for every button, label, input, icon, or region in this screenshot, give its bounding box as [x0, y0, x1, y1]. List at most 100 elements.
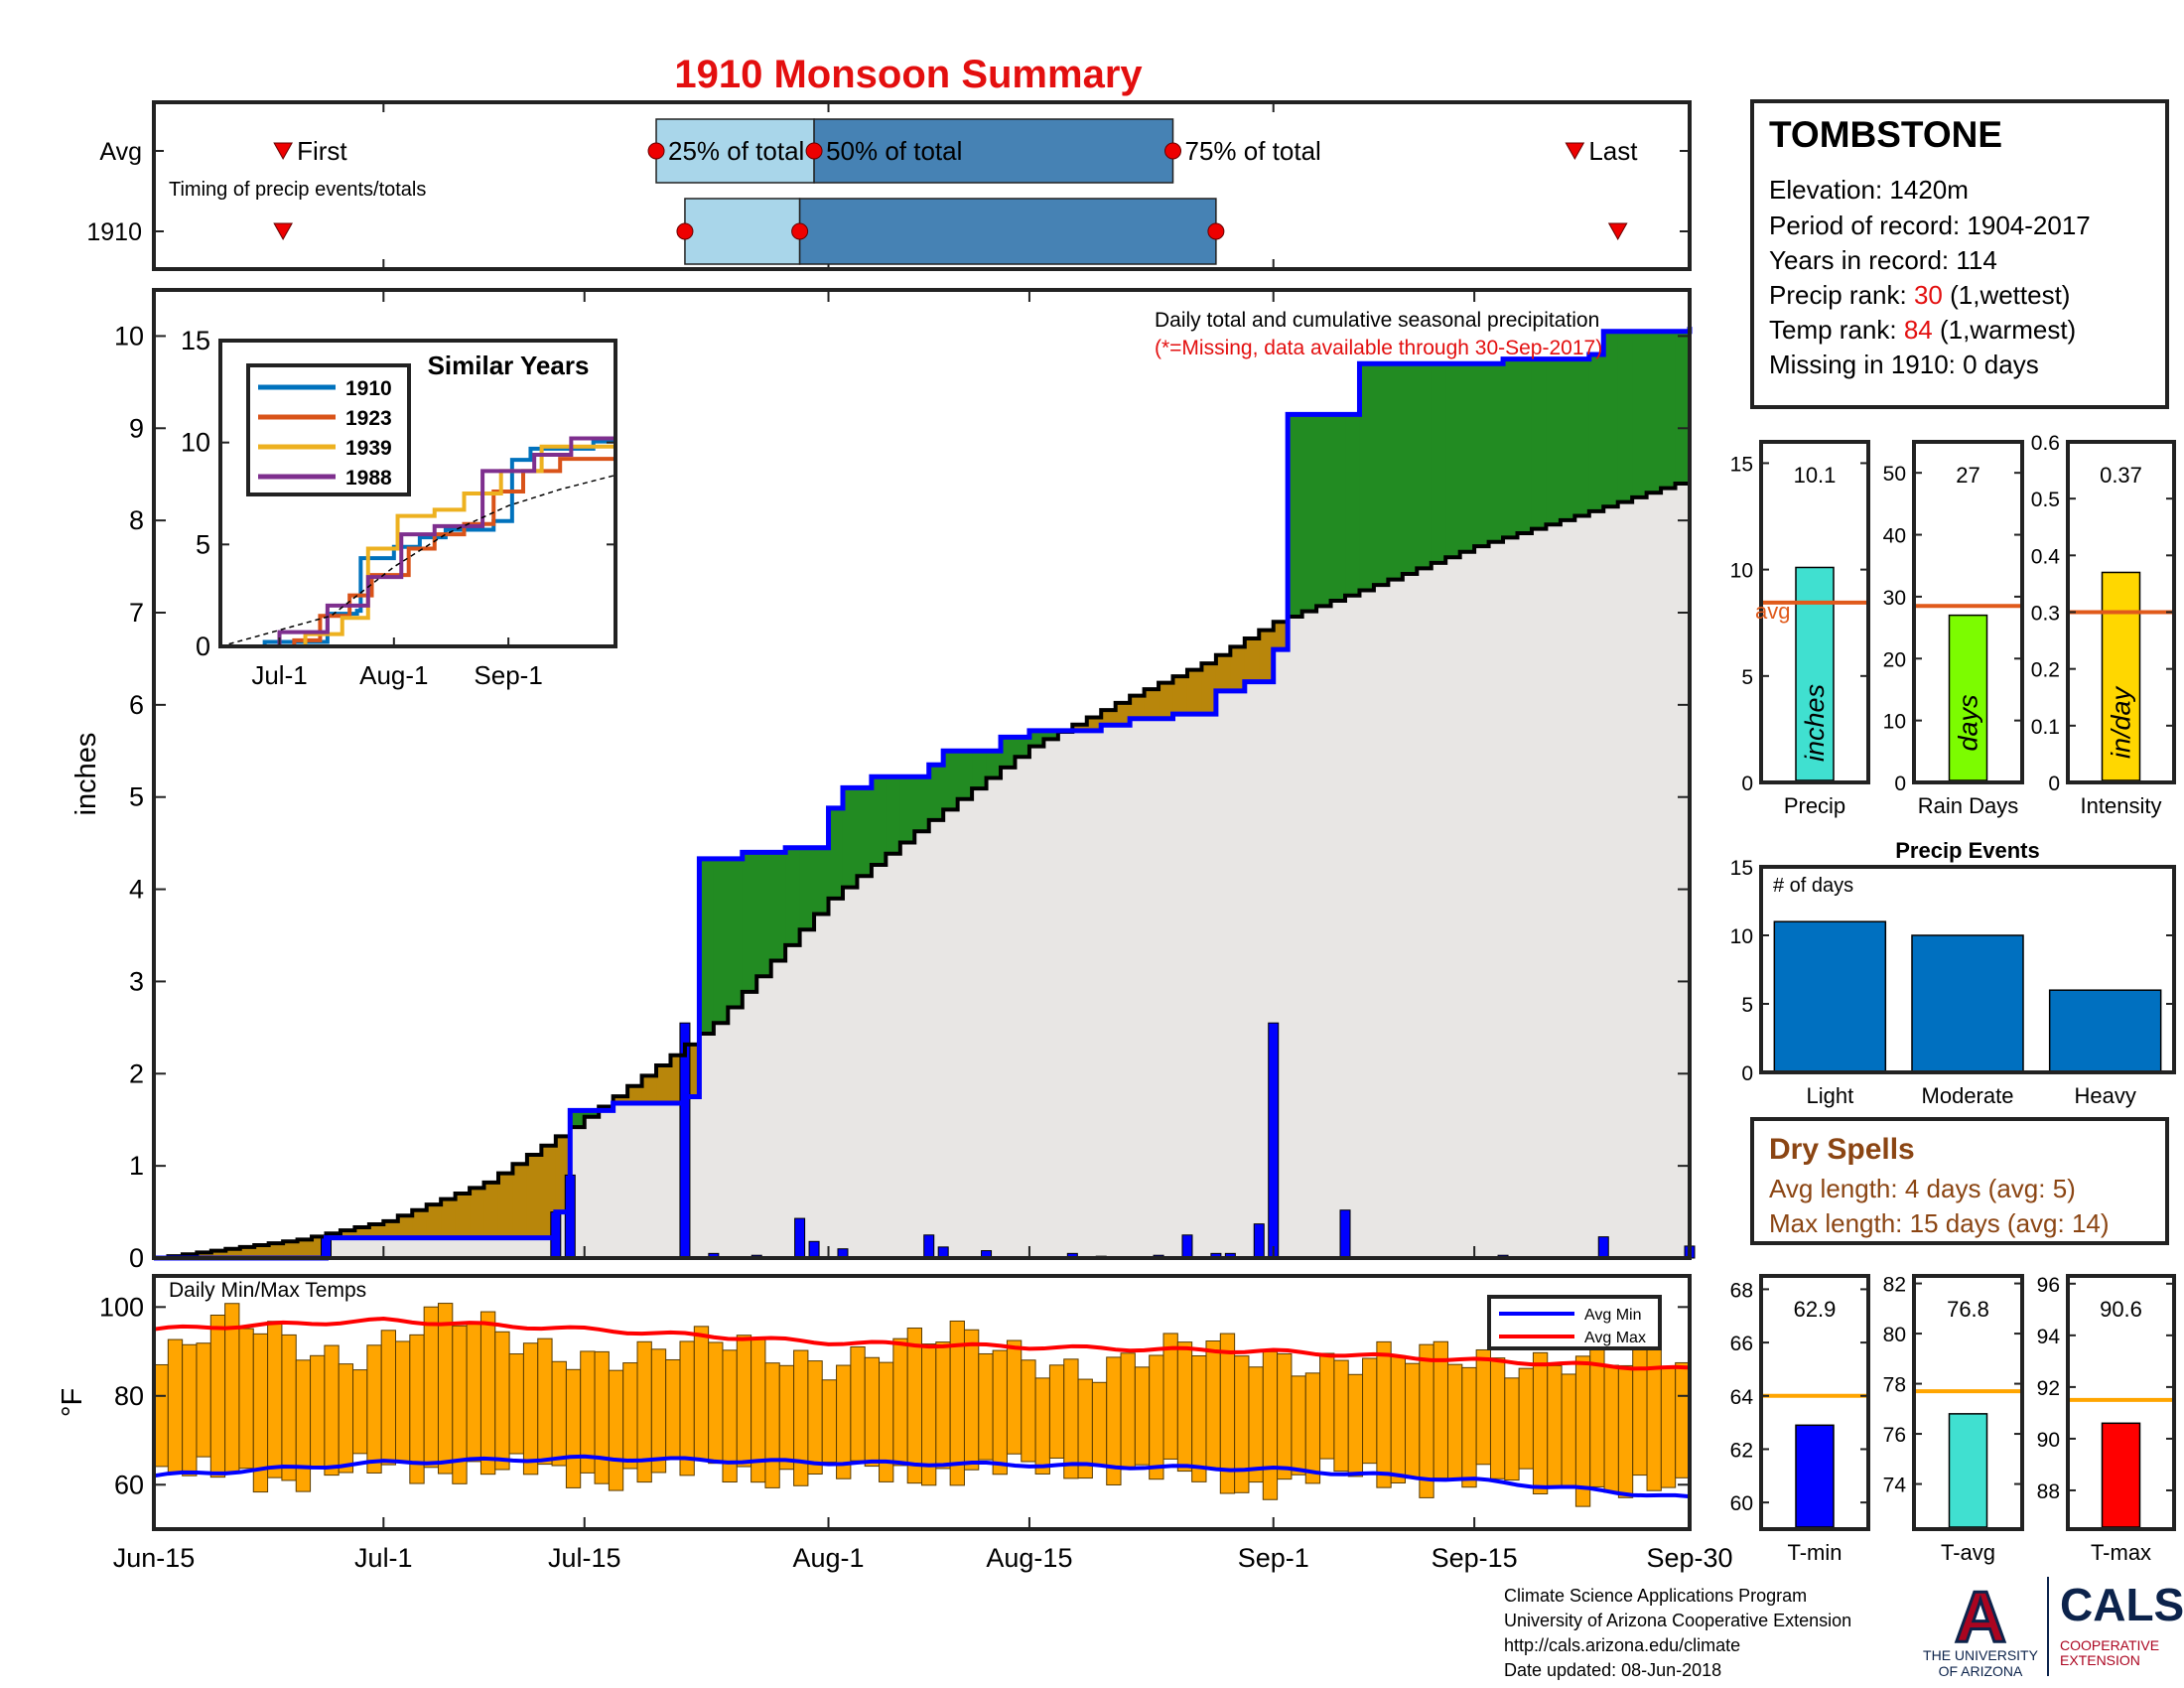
mini-ytick-label: 66 [1730, 1333, 1753, 1355]
xtick-label: Aug-15 [986, 1543, 1072, 1573]
daily-temp-bar [892, 1337, 908, 1467]
timing-panel: Avg 1910 Timing of precip events/totals Fir… [86, 100, 1692, 271]
mini-ytick-label: 40 [1883, 525, 1906, 548]
events-title: Precip Events [1895, 838, 2040, 863]
xtick-label: Jun-15 [113, 1543, 196, 1573]
above-average-fill [1661, 331, 1677, 489]
events-ytick-label: 15 [1730, 857, 1753, 880]
xtick-label: Sep-30 [1646, 1543, 1732, 1573]
mini-ytick-label: 15 [1730, 453, 1753, 476]
below-average-fill [1273, 622, 1289, 650]
above-average-fill [1288, 414, 1303, 617]
above-average-fill [814, 847, 830, 914]
cum-annotation-missing: (*=Missing, data available through 30-Se… [1155, 337, 1602, 359]
daily-temp-bar [1262, 1350, 1279, 1500]
daily-temp-bar [864, 1356, 881, 1468]
credit-line-1: Climate Science Applications Program [1504, 1586, 1808, 1606]
mini-ytick-label: 0.3 [2031, 603, 2060, 626]
daily-temp-bar [736, 1335, 752, 1468]
events-frame [1759, 865, 2176, 1074]
mini-ytick-label: 0.6 [2031, 432, 2060, 455]
below-average-fill [497, 1173, 514, 1238]
inset-legend-label: 1910 [345, 377, 392, 400]
mini-xlabel: Rain Days [1918, 793, 2018, 818]
quantile-marker-p50 [791, 222, 809, 240]
cals-logo-line2: EXTENSION [2060, 1652, 2140, 1668]
below-average-fill [1259, 630, 1275, 682]
above-average-fill [1474, 363, 1490, 547]
daily-temp-bar [1120, 1352, 1136, 1471]
mini-ytick-label: 76 [1883, 1424, 1906, 1447]
mini-value-label: 62.9 [1794, 1297, 1837, 1322]
inset-ytick-label: 10 [181, 428, 210, 458]
label-50pct: 50% of total [826, 136, 962, 166]
daily-temp-bar [1489, 1357, 1506, 1479]
daily-temp-bar [1617, 1364, 1634, 1498]
temps-ytick-label: 80 [114, 1381, 144, 1411]
mini-avg-label: avg [1755, 599, 1790, 624]
above-average-fill [742, 852, 757, 992]
daily-temp-bar [522, 1342, 539, 1476]
daily-temp-bar [324, 1344, 340, 1477]
below-average-fill [627, 1085, 643, 1103]
daily-temp-bar [1006, 1339, 1023, 1455]
daily-temp-bar [1319, 1352, 1335, 1460]
above-average-fill [943, 751, 959, 810]
below-average-fill [397, 1215, 413, 1238]
below-average-fill [1159, 682, 1174, 719]
above-average-fill [842, 787, 859, 888]
tmin-chart: 60 62 64 66 68 62.9 T-min [1730, 1274, 1870, 1565]
daily-temp-bar [1574, 1355, 1591, 1507]
mini-value-label: 27 [1956, 463, 1979, 488]
daily-temp-bar [963, 1329, 980, 1471]
above-average-fill [1675, 331, 1691, 484]
inset-legend-label: 1939 [345, 437, 392, 460]
above-average-fill [1503, 358, 1519, 538]
timing-note: Timing of precip events/totals [169, 179, 426, 201]
mini-frame [1912, 440, 2024, 784]
above-average-fill [899, 776, 915, 843]
daily-temp-bar [1675, 1361, 1691, 1478]
mini-ytick-label: 20 [1883, 648, 1906, 671]
daily-temp-bar [310, 1354, 326, 1468]
station-precip-rank: Precip rank: 30 (1,wettest) [1769, 280, 2070, 310]
daily-temp-bar [1021, 1359, 1036, 1463]
daily-temp-bar [1091, 1381, 1108, 1466]
above-average-fill [1373, 363, 1389, 586]
below-average-fill [1130, 695, 1146, 719]
mini-ytick-label: 0 [1894, 773, 1906, 795]
quartile-box-light [684, 198, 801, 265]
daily-temp-bar [295, 1359, 312, 1492]
daily-temp-bar [1191, 1354, 1207, 1482]
tavg-chart: 74 76 78 80 82 76.8 T-avg [1883, 1274, 2024, 1565]
quantile-marker-p25 [676, 222, 694, 240]
cum-ytick-label: 8 [129, 505, 144, 535]
above-average-fill [1301, 414, 1317, 612]
dry-spells-title: Dry Spells [1769, 1133, 1915, 1166]
above-average-fill [957, 751, 973, 799]
mini-xlabel: Intensity [2081, 793, 2162, 818]
label-25pct: 25% of total [668, 136, 804, 166]
daily-temp-bar [565, 1368, 582, 1488]
above-average-fill [1488, 363, 1504, 542]
above-average-fill [799, 847, 815, 930]
below-average-fill [225, 1248, 241, 1258]
station-temp-rank: Temp rank: 84 (1,warmest) [1769, 315, 2076, 345]
daily-temp-bar [622, 1362, 638, 1470]
temps-ytick-label: 60 [114, 1470, 144, 1499]
daily-temp-bar [267, 1321, 283, 1478]
mini-ytick-label: 88 [2037, 1480, 2060, 1503]
mini-ytick-label: 64 [1730, 1386, 1754, 1409]
below-average-fill [254, 1245, 270, 1258]
daily-temp-bar [352, 1369, 368, 1455]
above-average-fill [1574, 358, 1590, 516]
inset-ytick-label: 0 [196, 632, 210, 661]
daily-temp-bar [1589, 1346, 1605, 1487]
cumulative-precip-panel: 0 1 2 3 4 5 6 7 8 9 10 inches Daily total and cumula… [70, 288, 1696, 1273]
below-average-fill [354, 1227, 370, 1238]
daily-precip-bar [794, 1217, 806, 1259]
xtick-label: Sep-15 [1432, 1543, 1518, 1573]
xtick-label: Aug-1 [792, 1543, 864, 1573]
below-average-fill [1230, 646, 1246, 691]
below-average-fill [412, 1209, 428, 1238]
